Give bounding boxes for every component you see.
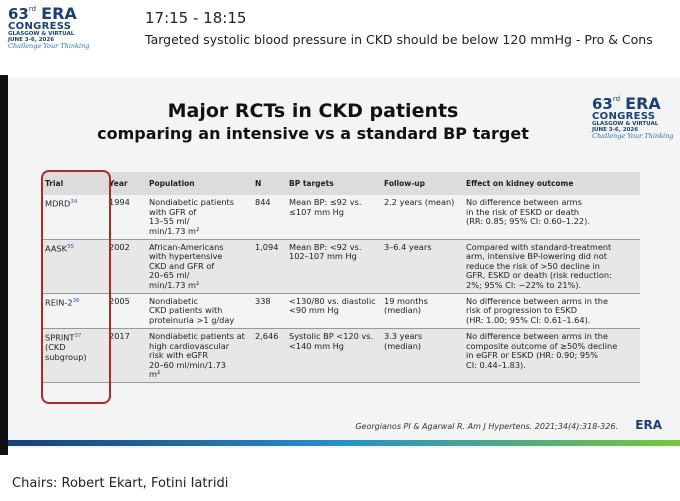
table-cell: Nondiabetic patients with GFR of 13–55 m… [149,197,235,236]
column-header: N [252,172,286,196]
logo-line: JUNE 3-6, 2026 [8,36,55,43]
trial-name: SPRINT [45,333,75,344]
table-cell: 2005 [109,296,130,307]
column-header: Effect on kidney outcome [463,172,640,196]
trial-cell: SPRINT37 (CKD subgroup) [42,329,106,383]
table-cell: African-Americans with hypertensive CKD … [149,242,224,290]
logo-line: GLASGOW & VIRTUAL [592,121,659,127]
table-cell: Nondiabetic patients at high cardiovascu… [149,331,245,379]
trial-ref: 34 [70,199,78,206]
footer-logo: ERA [635,418,662,432]
table-row: MDRD34 1994 Nondiabetic patients with GFR … [42,195,640,240]
table-cell: Compared with standard-treatment arm, in… [466,242,612,290]
table-row: SPRINT37 (CKD subgroup) 2017 Nondiabetic pa… [42,328,640,383]
table-cell: No difference between arms in the risk o… [466,296,609,325]
trial-cell: MDRD34 [42,195,106,239]
logo-line: CONGRESS [592,111,656,122]
logo-name: ERA [41,4,77,23]
trial-cell: AASK35 [42,240,106,294]
trial-note: (CKD subgroup) [45,342,87,362]
logo-number: 63 [8,5,29,23]
slide-logo: 63rd ERA CONGRESS GLASGOW & VIRTUAL JUNE… [592,96,673,140]
column-header: Follow-up [381,172,463,196]
trial-ref: 37 [74,333,82,340]
table-cell: No difference between arms in the compos… [466,331,618,370]
logo-ordinal: rd [28,5,37,13]
slide-subtitle: comparing an intensive vs a standard BP … [97,124,529,143]
trial-highlight [41,170,111,404]
logo-line: GLASGOW & VIRTUAL [8,31,75,37]
chairs: Chairs: Robert Ekart, Fotini Iatridi [12,476,229,491]
logo-slogan: Challenge Your Thinking [592,132,674,140]
session-time: 17:15 - 18:15 [145,9,247,27]
table-cell: 338 [255,296,271,307]
column-header: Year [106,172,146,196]
header-logo: 63rd ERA CONGRESS GLASGOW & VIRTUAL JUNE… [8,6,89,50]
column-header: BP targets [286,172,381,196]
trial-cell: REIN-236 [42,294,106,329]
table-cell: 3.3 years (median) [384,331,423,351]
logo-line: CONGRESS [8,21,72,32]
table-cell: Nondiabetic CKD patients with proteinuri… [149,296,235,325]
table-row: AASK35 2002 African-Americans with hyperte… [42,239,640,294]
gradient-bar [8,440,680,446]
table-cell: 1994 [109,197,130,208]
trial-name: AASK [45,243,67,254]
side-strip [0,75,8,455]
table-cell: Mean BP: <92 vs. 102–107 mm Hg [289,242,362,262]
citation: Georgianos PI & Agarwal R. Am J Hyperten… [355,422,618,431]
trial-ref: 36 [72,298,80,305]
logo-name: ERA [625,94,661,113]
rct-table: Trial Year Population N BP targets Follow-up E… [42,172,640,383]
table-cell: 2017 [109,331,130,342]
table-cell: 1,094 [255,242,279,253]
logo-number: 63 [592,95,613,113]
table-cell: 2002 [109,242,130,253]
trial-name: REIN-2 [45,297,73,308]
trial-ref: 35 [67,244,74,251]
table-cell: 844 [255,197,271,208]
table-cell: 2.2 years (mean) [384,197,455,208]
table-cell: 3–6.4 years [384,242,432,253]
column-header: Population [146,172,252,196]
table-cell: Mean BP: ≤92 vs. ≤107 mm Hg [289,197,362,217]
table-cell: Systolic BP <120 vs. <140 mm Hg [289,331,374,351]
table-cell: 2,646 [255,331,279,342]
logo-line: JUNE 3-6, 2026 [592,126,639,133]
table-cell: <130/80 vs. diastolic <90 mm Hg [289,296,376,316]
table-cell: No difference between arms in the risk o… [466,197,590,227]
table-cell: 19 months (median) [384,296,428,316]
logo-ordinal: rd [612,95,621,103]
slide: Major RCTs in CKD patients comparing an … [8,78,680,448]
logo-slogan: Challenge Your Thinking [8,42,90,50]
trial-name: MDRD [45,199,71,210]
table-row: REIN-236 2005 Nondiabetic CKD patients wit… [42,294,640,329]
column-header: Trial [42,172,106,196]
session-title: Targeted systolic blood pressure in CKD … [145,32,653,47]
slide-title: Major RCTs in CKD patients [167,100,459,122]
